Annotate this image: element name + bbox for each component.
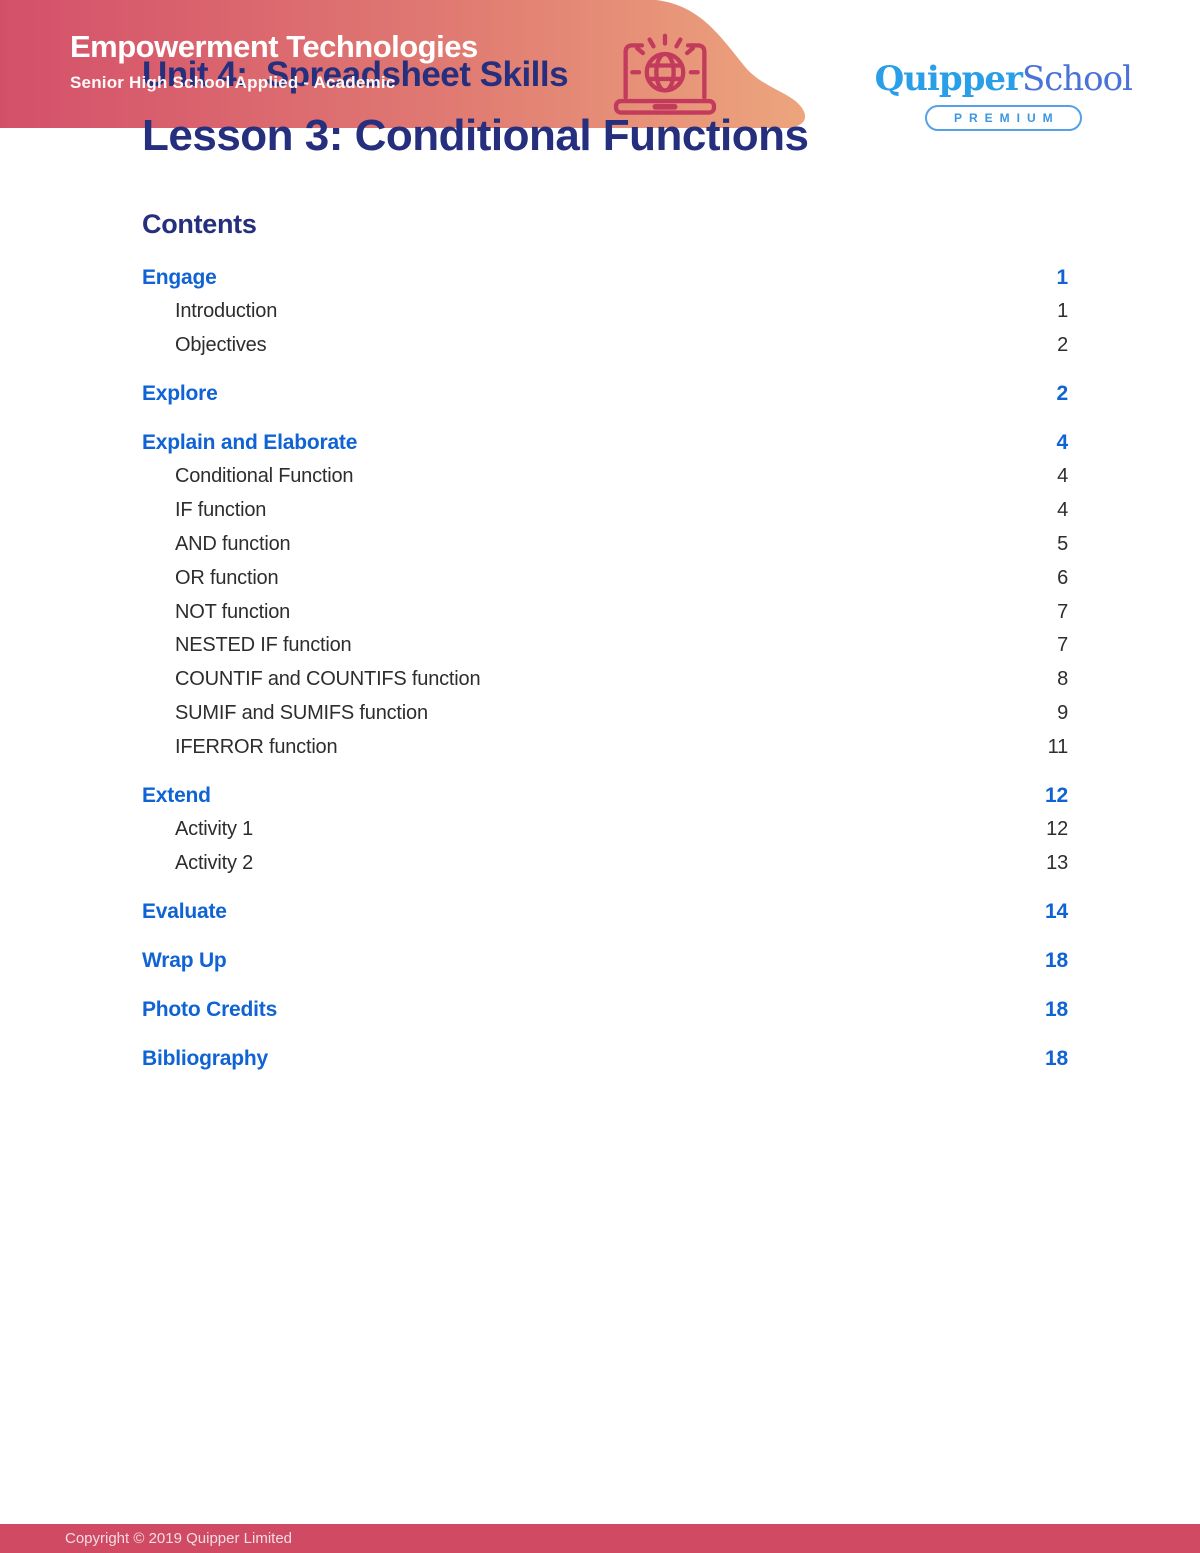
toc-item-page: 13 — [1046, 852, 1068, 875]
toc-item-not-function: NOT function 7 — [142, 595, 1068, 629]
toc-item-page: 5 — [1057, 532, 1068, 555]
toc-section-page: 18 — [1045, 1046, 1068, 1070]
lesson-title: Lesson 3: Conditional Functions — [142, 111, 809, 160]
toc-item-page: 8 — [1057, 668, 1068, 691]
toc-section-label: Explain and Elaborate — [142, 431, 358, 455]
contents-heading: Contents — [142, 209, 257, 239]
toc-item-label: NESTED IF function — [175, 634, 352, 657]
toc-section-page: 18 — [1045, 998, 1068, 1022]
table-of-contents: Engage 1 Introduction 1 Objectives 2 Exp… — [142, 261, 1068, 1076]
toc-item-countif-function: COUNTIF and COUNTIFS function 8 — [142, 663, 1068, 697]
toc-item-label: NOT function — [175, 600, 291, 623]
toc-item-page: 7 — [1057, 634, 1068, 657]
toc-item-sumif-function: SUMIF and SUMIFS function 9 — [142, 697, 1068, 731]
toc-section-page: 1 — [1056, 265, 1069, 289]
toc-item-label: IFERROR function — [175, 735, 338, 758]
toc-item-label: SUMIF and SUMIFS function — [175, 701, 428, 724]
main-content: Unit 4: Spreadsheet Skills Lesson 3: Con… — [0, 52, 1200, 1076]
toc-item-conditional-function: Conditional Function 4 — [142, 460, 1068, 494]
laptop-globe-icon — [613, 33, 717, 115]
toc-item-objectives: Objectives 2 — [142, 329, 1068, 363]
header-banner — [0, 0, 806, 128]
toc-item-page: 1 — [1057, 300, 1068, 323]
toc-section-label: Evaluate — [142, 900, 227, 924]
toc-section-label: Extend — [142, 784, 211, 808]
toc-section-label: Explore — [142, 382, 218, 406]
toc-section-label: Wrap Up — [142, 949, 227, 973]
toc-section-label: Bibliography — [142, 1046, 268, 1070]
toc-section-page: 18 — [1045, 949, 1068, 973]
toc-section-label: Photo Credits — [142, 998, 278, 1022]
unit-title: Unit 4: Spreadsheet Skills — [142, 55, 569, 94]
toc-item-page: 6 — [1057, 566, 1068, 589]
toc-section-page: 12 — [1045, 784, 1068, 808]
toc-item-label: COUNTIF and COUNTIFS function — [175, 668, 481, 691]
toc-section-extend: Extend 12 — [142, 779, 1068, 813]
toc-item-page: 9 — [1057, 701, 1068, 724]
toc-section-engage: Engage 1 — [142, 261, 1068, 295]
toc-item-label: Activity 2 — [175, 852, 254, 875]
toc-item-page: 7 — [1057, 600, 1068, 623]
toc-item-label: IF function — [175, 499, 267, 522]
quipper-logo: QuipperSchool PREMIUM — [874, 59, 1133, 131]
toc-item-iferror-function: IFERROR function 11 — [142, 730, 1068, 764]
toc-section-bibliography: Bibliography 18 — [142, 1042, 1068, 1076]
quipper-wordmark: QuipperSchool — [874, 59, 1133, 99]
toc-section-page: 14 — [1045, 900, 1068, 924]
header-text-block: Empowerment Technologies Senior High Sch… — [70, 0, 478, 93]
toc-section-label: Engage — [142, 265, 217, 289]
toc-item-page: 2 — [1057, 333, 1068, 356]
footer-bar: Copyright © 2019 Quipper Limited — [0, 1524, 1200, 1553]
toc-item-page: 12 — [1046, 818, 1068, 841]
header-subtitle: Senior High School Applied - Academic — [70, 73, 396, 92]
toc-section-page: 2 — [1056, 382, 1069, 406]
toc-item-label: Activity 1 — [175, 818, 254, 841]
toc-item-label: AND function — [175, 532, 291, 555]
toc-item-label: Objectives — [175, 333, 267, 356]
toc-item-label: Introduction — [175, 300, 278, 323]
toc-item-activity-2: Activity 2 13 — [142, 847, 1068, 881]
toc-item-if-function: IF function 4 — [142, 494, 1068, 528]
toc-item-page: 4 — [1057, 465, 1068, 488]
toc-item-label: Conditional Function — [175, 465, 354, 488]
toc-item-page: 11 — [1047, 735, 1069, 758]
toc-section-explore: Explore 2 — [142, 377, 1068, 411]
toc-item-nested-if-function: NESTED IF function 7 — [142, 629, 1068, 663]
toc-item-page: 4 — [1057, 499, 1068, 522]
toc-item-activity-1: Activity 1 12 — [142, 813, 1068, 847]
toc-section-explain-and-elaborate: Explain and Elaborate 4 — [142, 426, 1068, 460]
quipper-wordmark-bold: Quipper — [874, 59, 1023, 99]
header-title: Empowerment Technologies — [70, 29, 478, 64]
quipper-wordmark-light: School — [1021, 59, 1133, 99]
copyright-text: Copyright © 2019 Quipper Limited — [65, 1530, 293, 1547]
toc-item-label: OR function — [175, 566, 279, 589]
premium-badge: PREMIUM — [924, 105, 1082, 131]
toc-item-introduction: Introduction 1 — [142, 295, 1068, 329]
toc-section-page: 4 — [1056, 431, 1069, 455]
toc-item-and-function: AND function 5 — [142, 528, 1068, 562]
toc-section-wrap-up: Wrap Up 18 — [142, 944, 1068, 978]
toc-section-photo-credits: Photo Credits 18 — [142, 993, 1068, 1027]
toc-item-or-function: OR function 6 — [142, 561, 1068, 595]
toc-section-evaluate: Evaluate 14 — [142, 896, 1068, 930]
